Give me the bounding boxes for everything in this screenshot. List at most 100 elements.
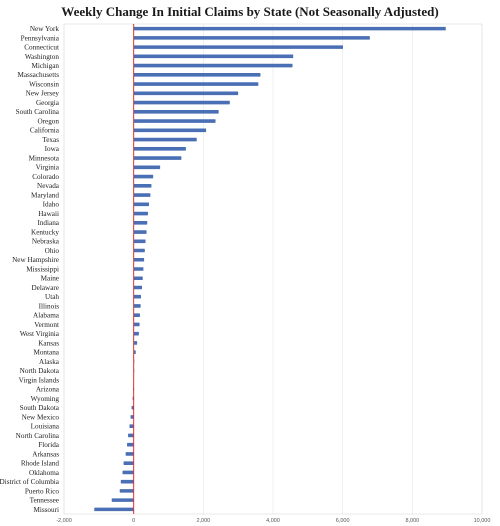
x-tick-label: 2,000 [196,518,210,524]
bar [133,322,140,327]
category-label: Oklahoma [29,469,60,477]
category-label: Kentucky [31,228,59,236]
bar [133,110,219,114]
bar [133,100,230,105]
bar [133,63,293,68]
bar [133,26,446,31]
chart-title: Weekly Change In Initial Claims by State… [61,4,439,19]
category-label: California [30,127,60,135]
x-tick-label: 4,000 [266,518,280,524]
category-label: Alabama [33,312,60,320]
bar [133,128,207,133]
category-label: Arizona [36,386,60,394]
category-label: Delaware [31,284,59,292]
bar [94,507,134,512]
bar [122,470,134,475]
bar [133,239,146,244]
category-label: Utah [45,293,59,301]
category-label: Maryland [31,191,59,199]
bar [133,230,147,234]
bar [133,248,145,253]
bar [133,36,370,40]
bar [133,137,197,142]
category-label: Pennsylvania [21,34,60,42]
bar [133,331,139,336]
bar [133,202,149,207]
bar [133,313,140,318]
bar [133,156,182,160]
bar [133,165,161,170]
category-label: Louisiana [31,423,60,431]
category-label: North Carolina [16,432,60,440]
bar [133,276,143,281]
category-label: Rhode Island [21,460,60,468]
category-label: North Dakota [20,367,60,375]
category-label: Georgia [36,99,60,107]
plot-frame [63,23,483,515]
bar [133,304,141,308]
category-label: South Carolina [16,108,60,116]
bar [120,479,134,484]
category-label: Wisconsin [29,80,59,88]
category-label: New York [30,25,60,33]
x-tick-label: 10,000 [474,518,491,524]
bar-layer [94,26,446,512]
category-label: Colorado [32,173,59,181]
category-label: Illinois [39,302,60,310]
category-label: Nevada [37,182,60,190]
category-label: Maine [41,275,59,283]
bar [128,433,134,438]
category-label: Indiana [37,219,59,227]
bar [133,45,344,49]
category-label: Montana [33,349,59,357]
category-label: Tennessee [30,497,59,505]
category-label: New Hampshire [12,256,59,264]
x-tick-label: 8,000 [405,518,419,524]
bar [133,193,151,197]
bar [133,73,261,77]
category-label: New Jersey [26,90,60,98]
bar [133,91,239,96]
bar [119,489,134,493]
category-label: West Virginia [20,330,60,338]
bar [133,119,216,123]
category-label: Missouri [33,506,59,514]
bar [133,257,145,262]
category-label: Virgin Islands [19,376,60,384]
bar [133,220,148,225]
category-label: Wyoming [31,395,60,403]
bar [111,498,134,502]
category-label: District of Columbia [0,478,60,486]
bar [133,350,136,355]
bar [133,54,294,59]
category-label: Idaho [43,201,60,209]
bar [131,405,134,410]
bar [127,442,134,447]
category-label: Iowa [45,145,60,153]
category-label: Nebraska [32,238,60,246]
x-tick-label: 0 [132,518,135,524]
bar [129,424,134,428]
bar [130,415,134,419]
x-axis-tick-layer: -2,000 0 2,000 4,000 6,000 8,000 10,000 [56,518,490,524]
bar [125,452,134,456]
category-label: New Mexico [22,413,60,421]
bar [133,147,186,151]
bar [133,82,259,86]
bar [133,341,138,345]
category-label: Alaska [39,358,60,366]
category-label: Puerto Rico [25,487,60,495]
category-label: Washington [25,53,60,61]
category-label: Kansas [38,339,59,347]
bar [133,174,154,179]
category-label: Oregon [37,117,59,125]
bar [133,211,148,216]
category-label: Michigan [31,62,59,70]
x-tick-label: -2,000 [56,518,72,524]
category-label: Florida [38,441,60,449]
category-label: Ohio [45,247,60,255]
x-tick-label: 6,000 [336,518,350,524]
category-label: Virginia [36,164,60,172]
bar [133,294,141,299]
